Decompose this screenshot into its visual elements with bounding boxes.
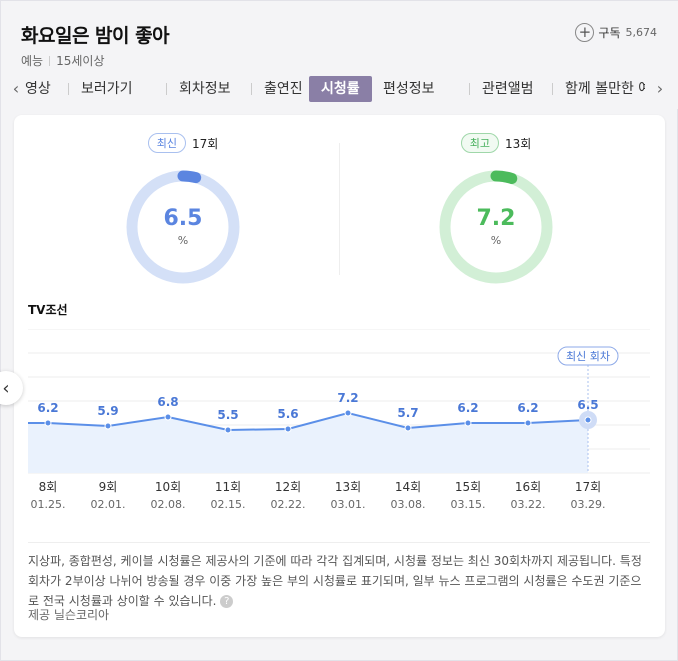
latest-badge: 최신 <box>147 133 186 153</box>
data-label: 7.2 <box>337 391 358 405</box>
program-rating: 15세이상 <box>56 54 105 68</box>
x-date-label: 03.29. <box>571 498 606 511</box>
subscribe-label: 구독 <box>598 26 621 40</box>
x-date-label: 03.08. <box>391 498 426 511</box>
latest-callout-box <box>557 346 619 366</box>
latest-callout-text: 최신 회차 <box>566 350 610 363</box>
area-fill <box>28 413 588 473</box>
latest-episode: 17회 <box>191 136 219 151</box>
latest-ring: 6.5 % <box>118 162 248 292</box>
x-tick-label: 15회 <box>455 480 481 494</box>
stat-divider <box>339 143 340 275</box>
best-ring-graphic <box>439 170 553 284</box>
x-date-label: 03.22. <box>511 498 546 511</box>
latest-badge-row: 최신 17회 <box>118 133 248 153</box>
data-label: 5.6 <box>277 407 298 421</box>
tab-divider <box>552 83 553 95</box>
data-point <box>524 419 532 427</box>
data-point <box>164 413 172 421</box>
latest-value: 6.5 <box>163 206 203 231</box>
data-point <box>404 424 412 432</box>
program-header: 화요일은 밤이 좋아 예능 15세이상 + 구독 5,674 ‹ 영상 보러가기 회… <box>1 1 678 109</box>
x-date-label: 02.01. <box>91 498 126 511</box>
data-point <box>464 419 472 427</box>
x-tick-label: 8회 <box>39 480 58 494</box>
tab-3[interactable]: 출연진 <box>264 81 303 97</box>
tab-4[interactable]: 시청률 <box>309 76 372 102</box>
data-point <box>344 409 352 417</box>
x-tick-label: 13회 <box>335 480 361 494</box>
tab-divider <box>166 83 167 95</box>
program-genre: 예능 <box>21 54 44 68</box>
x-date-label: 01.25. <box>31 498 66 511</box>
best-badge: 최고 <box>460 133 499 153</box>
data-label: 5.5 <box>217 408 238 422</box>
data-label: 5.7 <box>397 406 418 420</box>
x-tick-label: 16회 <box>515 480 541 494</box>
tab-2[interactable]: 회차정보 <box>179 81 231 97</box>
chevron-left-icon: ‹ <box>2 377 10 399</box>
subscribe-button[interactable]: + 구독 5,674 <box>575 23 657 42</box>
latest-rating: 최신 17회 6.5 % <box>118 133 248 292</box>
latest-ring-graphic <box>126 170 240 284</box>
ring-progress <box>177 170 202 184</box>
best-unit: % <box>490 234 502 247</box>
x-tick-label: 12회 <box>275 480 301 494</box>
help-icon[interactable]: ? <box>220 595 234 608</box>
data-point <box>284 425 292 433</box>
x-tick-label: 9회 <box>99 480 118 494</box>
x-tick-label: 14회 <box>395 480 421 494</box>
x-tick-label: 17회 <box>575 480 601 494</box>
ring-progress <box>490 170 518 184</box>
data-point <box>584 416 592 424</box>
x-date-label: 03.15. <box>451 498 486 511</box>
rating-note: 지상파, 종합편성, 케이블 시청률은 제공사의 기준에 따라 각각 집계되며,… <box>28 542 650 611</box>
best-value: 7.2 <box>476 206 516 231</box>
best-ring: 7.2 % <box>431 162 561 292</box>
data-point <box>224 426 232 434</box>
tab-bar: ‹ 영상 보러가기 회차정보 출연진 시청률 편성정보 관련앨범 함께 볼만한 예 › <box>1 75 678 103</box>
x-date-label: 02.15. <box>211 498 246 511</box>
data-point <box>44 419 52 427</box>
tab-7[interactable]: 함께 볼만한 예 <box>565 81 645 97</box>
best-badge-row: 최고 13회 <box>431 133 561 153</box>
tab-divider <box>469 83 470 95</box>
side-prev-button[interactable]: ‹ <box>0 371 23 405</box>
data-label: 6.5 <box>577 398 598 412</box>
program-meta: 예능 15세이상 <box>21 52 104 69</box>
rating-card: 최신 17회 6.5 % 최고 13회 7.2 % TV조선 6.2 8회 01.2… <box>14 115 665 637</box>
tab-divider <box>68 83 69 95</box>
tab-0[interactable]: 영상 <box>25 81 51 97</box>
x-tick-label: 10회 <box>155 480 181 494</box>
x-date-label: 02.08. <box>151 498 186 511</box>
channel-name: TV조선 <box>28 303 68 317</box>
data-label: 6.2 <box>517 401 538 415</box>
data-label: 6.2 <box>37 401 58 415</box>
plus-icon: + <box>575 23 595 42</box>
tab-5[interactable]: 편성정보 <box>383 81 435 97</box>
subscribe-count: 5,674 <box>625 26 658 39</box>
best-rating: 최고 13회 7.2 % <box>431 133 561 292</box>
latest-unit: % <box>177 234 189 247</box>
tab-divider <box>251 83 252 95</box>
note-text: 지상파, 종합편성, 케이블 시청률은 제공사의 기준에 따라 각각 집계되며,… <box>28 554 642 608</box>
data-source: 제공 닐슨코리아 <box>28 608 110 622</box>
best-episode: 13회 <box>504 136 532 151</box>
data-label: 6.2 <box>457 401 478 415</box>
x-date-label: 02.22. <box>271 498 306 511</box>
rating-line-chart: 6.2 8회 01.25. 5.9 9회 02.01. 6.8 10회 02.08. 5.5 11회… <box>28 329 650 511</box>
data-label: 5.9 <box>97 404 118 418</box>
data-label: 6.8 <box>157 395 178 409</box>
program-title[interactable]: 화요일은 밤이 좋아 <box>21 25 170 47</box>
chevron-right-icon[interactable]: › <box>656 79 664 98</box>
tab-1[interactable]: 보러가기 <box>81 81 133 97</box>
meta-divider <box>49 55 51 66</box>
chevron-left-icon[interactable]: ‹ <box>12 79 20 98</box>
x-tick-label: 11회 <box>215 480 241 494</box>
x-date-label: 03.01. <box>331 498 366 511</box>
tab-6[interactable]: 관련앨범 <box>482 81 534 97</box>
tab-track: 영상 보러가기 회차정보 출연진 시청률 편성정보 관련앨범 함께 볼만한 예 <box>25 75 645 103</box>
data-point <box>104 422 112 430</box>
